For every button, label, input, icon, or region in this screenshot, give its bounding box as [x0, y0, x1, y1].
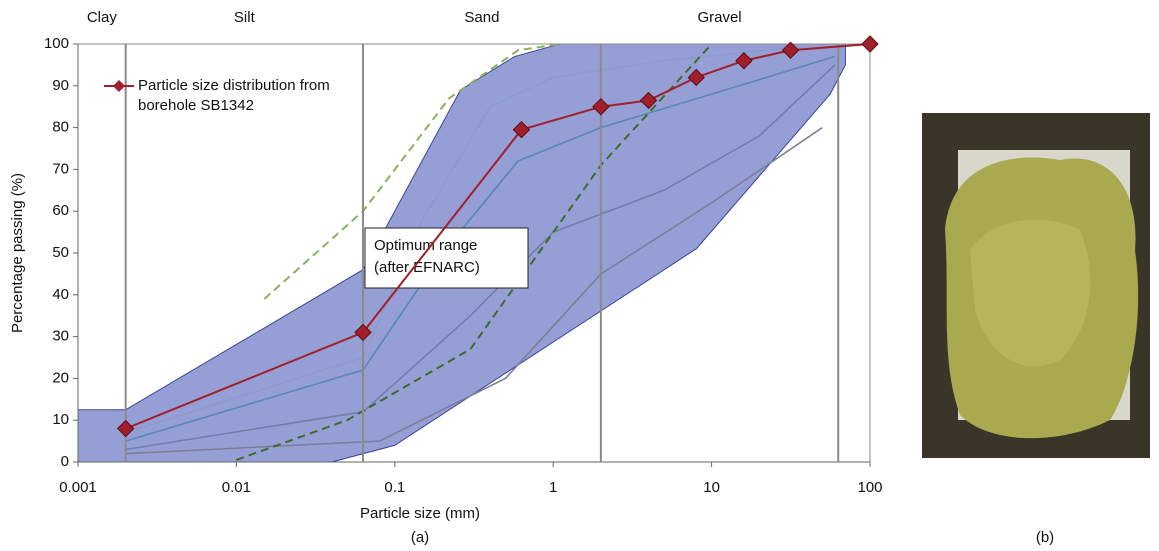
y-tick-label: 20 [52, 369, 69, 386]
legend-label: Particle size distribution from borehole… [138, 77, 330, 114]
y-tick-label: 60 [52, 202, 69, 219]
data-point [781, 41, 800, 59]
photo-soil-highlight [970, 219, 1091, 367]
zone-label: Silt [234, 9, 256, 26]
data-point [512, 120, 531, 139]
y-tick-label: 10 [52, 411, 69, 428]
annotation-text: Optimum range [374, 237, 477, 254]
zone-label: Gravel [697, 9, 741, 26]
y-axis-label: Percentage passing (%) [9, 173, 26, 333]
x-tick-label: 0.001 [59, 479, 97, 496]
y-tick-label: 40 [52, 286, 69, 303]
legend-swatch [104, 80, 134, 92]
x-tick-label: 100 [857, 479, 882, 496]
y-tick-label: 80 [52, 119, 69, 136]
data-point [116, 419, 135, 438]
data-point [639, 91, 658, 110]
annotation: Optimum range (after EFNARC) [364, 227, 529, 289]
x-axis-label: Particle size (mm) [360, 505, 480, 522]
data-point [354, 323, 372, 342]
annotation-box [364, 227, 529, 289]
photo [922, 113, 1150, 458]
y-tick-label: 50 [52, 244, 69, 261]
zone-label: Sand [464, 9, 499, 26]
x-tick-label: 0.01 [222, 479, 251, 496]
background-curve [125, 126, 823, 455]
plot-area: Optimum range (after EFNARC) [73, 35, 879, 467]
optimum-line [263, 43, 560, 300]
y-tick-label: 100 [44, 35, 69, 52]
x-tick-label: 10 [703, 479, 720, 496]
legend-item: Particle size distribution from borehole… [104, 76, 374, 116]
y-tick-label: 90 [52, 77, 69, 94]
data-point [735, 52, 753, 70]
zone-label: Clay [87, 9, 118, 26]
data-point [687, 68, 705, 87]
legend: Particle size distribution from borehole… [104, 76, 374, 116]
data-point [592, 97, 610, 116]
legend-marker [113, 80, 125, 92]
photo-caption: (b) [1036, 529, 1054, 546]
y-tick-label: 70 [52, 160, 69, 177]
caption: (a) [411, 529, 429, 546]
y-tick-label: 0 [61, 453, 69, 470]
optimum-line [236, 43, 713, 461]
x-tick-label: 1 [549, 479, 557, 496]
x-tick-label: 0.1 [384, 479, 405, 496]
y-tick-label: 30 [52, 328, 69, 345]
annotation-text: (after EFNARC) [374, 259, 480, 276]
data-point [861, 35, 879, 53]
